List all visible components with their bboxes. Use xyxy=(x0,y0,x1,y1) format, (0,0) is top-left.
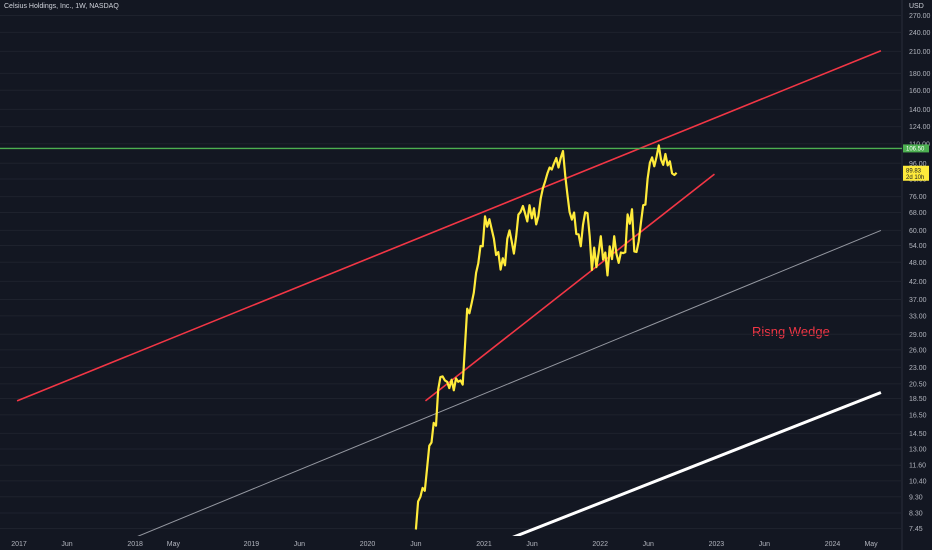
y-tick-label: 48.00 xyxy=(909,260,927,267)
y-tick-label: 18.50 xyxy=(909,396,927,403)
grid xyxy=(0,15,902,529)
resistance-tag xyxy=(903,144,929,153)
trendline-parallel[interactable] xyxy=(512,391,882,537)
y-tick-label: 9.30 xyxy=(909,494,923,501)
current-price-tag xyxy=(903,165,929,181)
y-tick-label: 60.00 xyxy=(909,228,927,235)
y-tick-label: 160.00 xyxy=(909,88,931,95)
price-line[interactable] xyxy=(414,144,678,530)
x-tick-label: Jun xyxy=(526,541,537,548)
y-tick-label: 140.00 xyxy=(909,107,931,114)
x-tick-label: Jun xyxy=(410,541,421,548)
x-tick-label: 2024 xyxy=(825,541,841,548)
x-tick-label: Jun xyxy=(759,541,770,548)
y-tick-label: 33.00 xyxy=(909,313,927,320)
y-tick-label: 13.00 xyxy=(909,446,927,453)
y-tick-label: 29.00 xyxy=(909,332,927,339)
y-tick-label: 270.00 xyxy=(909,13,931,20)
trendlines[interactable] xyxy=(16,49,882,538)
y-tick-label: 54.00 xyxy=(909,243,927,250)
resistance-tag-label: 106.50 xyxy=(906,146,925,152)
y-tick-label: 37.00 xyxy=(909,297,927,304)
x-tick-label: May xyxy=(167,541,181,548)
current-price-label: 89.83 xyxy=(906,169,922,175)
y-tick-label: 16.50 xyxy=(909,412,927,419)
x-tick-label: 2018 xyxy=(127,541,143,548)
y-tick-label: 180.00 xyxy=(909,71,931,78)
trendline-parallel[interactable] xyxy=(135,229,882,537)
y-tick-label: 11.60 xyxy=(909,463,926,470)
y-tick-label: 20.50 xyxy=(909,381,927,388)
y-tick-label: 26.00 xyxy=(909,347,927,354)
x-tick-label: May xyxy=(864,541,878,548)
y-tick-label: 68.00 xyxy=(909,210,927,217)
y-tick-label: 124.00 xyxy=(909,124,931,131)
y-tick-label: 10.40 xyxy=(909,478,927,485)
price-series[interactable] xyxy=(414,144,678,530)
x-tick-label: Jun xyxy=(61,541,72,548)
y-tick-label: 23.00 xyxy=(909,365,927,372)
y-tick-label: 76.00 xyxy=(909,194,927,201)
trendline-wedge-upper[interactable] xyxy=(16,49,882,402)
y-tick-label: 14.50 xyxy=(909,431,927,438)
x-axis[interactable]: 2017 Jun 2018 May 2019 Jun 2020 Jun 2021 Jun 2022 J… xyxy=(11,541,878,548)
chart-title: Celsius Holdings, Inc., 1W, NASDAQ xyxy=(4,3,119,10)
y-tick-label: 210.00 xyxy=(909,49,931,56)
y-tick-label: 7.45 xyxy=(909,526,923,533)
x-tick-label: Jun xyxy=(294,541,305,548)
countdown-label: 2d 10h xyxy=(906,175,924,181)
x-tick-label: Jun xyxy=(643,541,654,548)
y-tick-label: 8.30 xyxy=(909,511,923,518)
trendline-wedge-lower[interactable] xyxy=(424,173,715,402)
x-tick-label: 2023 xyxy=(709,541,725,548)
pattern-annotation[interactable]: Risng Wedge xyxy=(752,324,830,339)
x-tick-label: 2019 xyxy=(244,541,260,548)
x-tick-label: 2020 xyxy=(360,541,376,548)
y-tick-label: 42.00 xyxy=(909,279,927,286)
y-tick-label: 240.00 xyxy=(909,30,931,37)
x-tick-label: 2022 xyxy=(592,541,608,548)
y-axis[interactable]: 270.00 240.00 210.00 180.00 160.00 140.00 124.… xyxy=(909,13,931,533)
y-tick-label: 96.00 xyxy=(909,161,927,168)
currency-label: USD xyxy=(909,3,924,10)
x-tick-label: 2017 xyxy=(11,541,27,548)
x-tick-label: 2021 xyxy=(476,541,492,548)
